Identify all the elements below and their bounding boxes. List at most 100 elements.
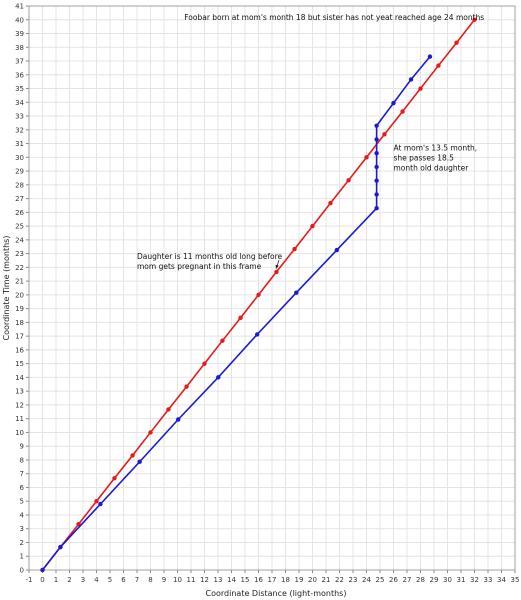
data-point <box>382 132 387 137</box>
y-tick-label: 22 <box>15 264 24 272</box>
y-tick-label: 2 <box>20 539 24 547</box>
x-tick-label: 23 <box>349 576 358 584</box>
data-point <box>334 247 339 253</box>
data-point <box>58 544 63 550</box>
x-tick-label: 6 <box>121 576 126 584</box>
data-point <box>216 375 221 380</box>
y-tick-label: 21 <box>15 278 24 286</box>
y-tick-label: 23 <box>15 250 24 258</box>
x-tick-label: 4 <box>94 576 99 584</box>
y-tick-label: 33 <box>15 113 24 121</box>
y-tick-label: 13 <box>15 388 24 396</box>
y-tick-label: 30 <box>15 154 24 162</box>
annotation-line: At mom's 13.5 month, <box>394 143 478 152</box>
x-tick-label: -1 <box>26 576 33 584</box>
x-tick-label: 27 <box>403 576 412 584</box>
y-tick-label: 7 <box>20 470 24 478</box>
y-tick-label: 37 <box>15 58 24 66</box>
y-tick-label: 32 <box>15 126 24 134</box>
y-tick-label: 39 <box>15 30 24 38</box>
data-point <box>148 430 153 435</box>
x-tick-label: 18 <box>281 576 290 584</box>
y-tick-label: 19 <box>15 305 24 313</box>
y-tick-label: 36 <box>15 71 24 79</box>
annotation-line: Daughter is 11 months old long before <box>137 252 283 261</box>
annotation-line: mom gets pregnant in this frame <box>137 262 262 271</box>
x-tick-label: 20 <box>308 576 317 584</box>
data-point <box>98 501 103 507</box>
y-tick-label: 9 <box>20 443 24 451</box>
y-tick-label: 26 <box>15 209 24 217</box>
x-tick-label: 25 <box>376 576 385 584</box>
annotations: Foobar born at mom's month 18 but sister… <box>137 13 484 271</box>
y-tick-label: 1 <box>20 553 24 561</box>
annotation-line: Foobar born at mom's month 18 but sister… <box>184 13 484 22</box>
data-point <box>112 476 117 481</box>
y-tick-label: 16 <box>15 346 24 354</box>
data-point <box>374 137 379 142</box>
x-tick-label: 16 <box>254 576 263 584</box>
y-axis-label: Coordinate Time (months) <box>2 236 11 341</box>
annotation-line: she passes 18.5 <box>394 153 455 162</box>
x-tick-label: 2 <box>67 576 71 584</box>
y-tick-label: 27 <box>15 195 24 203</box>
plot-frame <box>28 5 516 571</box>
x-tick-label: 5 <box>108 576 112 584</box>
data-point <box>364 155 369 160</box>
data-point <box>294 290 299 295</box>
y-tick-label: 25 <box>15 223 24 231</box>
y-tick-label: 29 <box>15 168 24 176</box>
data-point <box>400 109 405 114</box>
data-point <box>202 361 207 366</box>
y-tick-label: 24 <box>15 236 24 244</box>
y-tick-label: 34 <box>15 99 24 107</box>
x-tick-label: 7 <box>135 576 139 584</box>
x-tick-label: 14 <box>227 576 236 584</box>
data-point <box>220 338 225 343</box>
x-tick-label: 33 <box>484 576 493 584</box>
x-tick-label: 17 <box>268 576 277 584</box>
data-point <box>391 100 396 106</box>
data-point <box>238 315 243 321</box>
y-tick-label: 11 <box>15 415 24 423</box>
y-tick-label: 18 <box>15 319 24 327</box>
y-tick-label: 5 <box>20 498 24 506</box>
x-tick-label: 34 <box>497 576 506 584</box>
data-point <box>292 246 297 252</box>
y-tick-label: 38 <box>15 44 24 52</box>
y-tick-label: 12 <box>15 401 24 409</box>
y-tick-label: 14 <box>15 374 24 382</box>
annotation-1: At mom's 13.5 month, she passes 18.5 month… <box>394 143 478 172</box>
y-tick-label: 6 <box>20 484 25 492</box>
data-point <box>374 164 379 170</box>
x-tick-label: 28 <box>416 576 425 584</box>
x-tick-label: 21 <box>322 576 331 584</box>
x-tick-label: 13 <box>214 576 223 584</box>
y-tick-label: 41 <box>15 3 24 11</box>
y-tick-label: 4 <box>20 511 25 519</box>
y-tick-label: 35 <box>15 85 24 93</box>
y-tick-label: 31 <box>15 140 24 148</box>
x-tick-label: 24 <box>362 576 371 584</box>
x-tick-label: 22 <box>335 576 344 584</box>
data-point <box>408 77 414 82</box>
data-point <box>454 40 459 45</box>
data-point <box>374 192 379 197</box>
y-tick-label: 3 <box>20 525 24 533</box>
x-tick-labels: -1 0 1 2 3 4 5 6 7 8 9 10 11 12 13 14 15 16 17 18 19 20 21 22 23… <box>26 576 520 584</box>
x-axis-label: Coordinate Distance (light-months) <box>206 589 347 598</box>
y-tick-labels: 0123456789101112131415161718192021222324… <box>15 3 24 575</box>
gridlines <box>28 5 516 570</box>
data-point <box>137 459 142 464</box>
axes <box>26 5 516 573</box>
x-tick-label: 3 <box>81 576 85 584</box>
data-point <box>40 567 45 573</box>
x-tick-label: 19 <box>295 576 304 584</box>
annotation-0: Foobar born at mom's month 18 but sister… <box>184 13 484 22</box>
data-point <box>374 123 379 128</box>
x-tick-label: 9 <box>162 576 166 584</box>
x-tick-label: 15 <box>241 576 250 584</box>
annotation-line: month old daughter <box>394 163 470 172</box>
data-point <box>436 63 441 68</box>
x-tick-label: 11 <box>187 576 196 584</box>
